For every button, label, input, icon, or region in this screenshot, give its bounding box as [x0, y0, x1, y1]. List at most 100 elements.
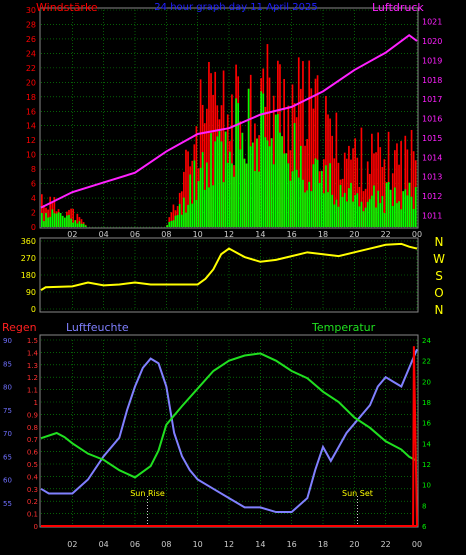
temperature-y-tick-label: 16 — [422, 420, 431, 428]
direction-y-tick-label: 270 — [21, 254, 36, 263]
wind-bar — [49, 196, 52, 227]
gust-bar — [404, 189, 407, 227]
wind-bar — [379, 147, 382, 227]
gust-bar — [76, 223, 79, 227]
wind-y-tick-label: 12 — [26, 136, 36, 145]
gust-bar — [320, 170, 323, 227]
weather-x-tick-label: 12 — [224, 540, 234, 549]
gust-bar — [318, 182, 321, 227]
wind-bar — [412, 151, 415, 227]
gust-bar — [350, 182, 352, 227]
gust-bar — [191, 203, 194, 227]
wind-bar — [323, 159, 325, 227]
compass-label: N — [435, 303, 444, 317]
wind-bar — [406, 149, 409, 227]
gust-bar — [59, 213, 62, 227]
pressure-y-tick-label: 1018 — [422, 76, 442, 85]
pressure-y-tick-label: 1015 — [422, 134, 442, 143]
gust-bar — [241, 132, 244, 227]
gust-bar — [345, 201, 348, 227]
gust-bar — [268, 146, 271, 227]
wind-x-tick-label: 00 — [412, 230, 422, 239]
wind-bar — [348, 145, 350, 227]
wind-bar — [308, 60, 311, 227]
pressure-y-tick-label: 1020 — [422, 37, 442, 46]
gust-bar — [210, 133, 212, 227]
gust-bar — [172, 220, 175, 227]
wind-bar — [387, 131, 390, 227]
direction-y-tick-label: 360 — [21, 237, 36, 246]
gust-bar — [310, 191, 313, 227]
gust-bar — [281, 136, 283, 227]
gust-bar — [316, 159, 319, 227]
gust-bar — [80, 223, 83, 227]
gust-bar — [375, 207, 377, 227]
temperature-y-tick-labels: 6 8 10 12 14 16 18 20 22 24 — [422, 337, 431, 531]
gust-bar — [291, 171, 294, 227]
gust-bar — [249, 146, 252, 227]
gust-bar — [61, 215, 64, 227]
wind-y-tick-label: 28 — [26, 20, 36, 29]
pressure-y-tick-label: 1014 — [422, 153, 442, 162]
wind-bar — [283, 78, 285, 228]
wind-x-tick-label: 14 — [255, 230, 265, 239]
gust-bar — [206, 162, 208, 227]
wind-y-tick-label: 30 — [26, 6, 36, 15]
pressure-axis-label: Luftdruck — [372, 1, 424, 14]
wind-bar — [377, 132, 379, 227]
gust-bar — [383, 212, 386, 227]
gust-bar — [352, 201, 354, 227]
gust-bar — [251, 142, 254, 227]
wind-y-tick-label: 22 — [26, 64, 36, 73]
gust-bar — [406, 195, 409, 227]
gust-bar — [41, 213, 43, 227]
weather-x-tick-label: 18 — [318, 540, 328, 549]
gust-bar — [402, 191, 405, 227]
gust-bar — [193, 160, 196, 227]
gust-bar — [258, 171, 260, 227]
weather-x-tick-labels: 02 04 06 08 10 12 14 16 18 20 22 00 — [67, 540, 422, 549]
gust-bar — [247, 88, 250, 227]
gust-bar — [279, 132, 281, 227]
gust-bar — [354, 195, 357, 227]
wind-bar — [391, 173, 394, 227]
wind-y-tick-label: 20 — [26, 78, 36, 87]
weather-panel: Sun Rise Sun Set 55 60 65 70 75 80 85 90 0 0.1 0.2… — [2, 321, 431, 549]
wind-x-tick-label: 22 — [381, 230, 391, 239]
gust-bar — [287, 163, 290, 227]
gust-bar — [377, 190, 379, 227]
gust-bar — [327, 192, 329, 227]
gust-bar — [226, 162, 229, 227]
wind-bar — [371, 133, 373, 227]
wind-bar — [383, 159, 386, 227]
wind-y-tick-label: 8 — [31, 165, 36, 174]
wind-bar — [356, 157, 359, 227]
gust-bar — [283, 153, 285, 227]
wind-bar — [343, 152, 346, 227]
gust-bar — [166, 225, 169, 227]
direction-y-tick-label: 0 — [31, 305, 36, 314]
weather-x-tick-label: 10 — [193, 540, 203, 549]
wind-bar — [335, 112, 338, 227]
wind-x-tick-label: 12 — [224, 230, 234, 239]
gust-bar — [229, 151, 231, 227]
gust-bar — [381, 196, 384, 227]
compass-label: W — [433, 252, 445, 266]
wind-bar — [41, 194, 43, 227]
gust-bar — [373, 185, 375, 227]
wind-bar — [362, 191, 365, 227]
temperature-legend: Temperatur — [311, 321, 376, 334]
sun-annotations: Sun Rise Sun Set — [130, 489, 373, 526]
gust-bar — [398, 201, 400, 227]
wind-y-tick-label: 2 — [31, 209, 36, 218]
wind-bar — [53, 197, 56, 227]
gust-bar — [306, 190, 308, 227]
humidity-y-tick-label: 70 — [3, 430, 12, 438]
wind-bar — [172, 204, 175, 227]
rain-y-tick-label: 0.6 — [27, 449, 39, 457]
rain-y-tick-label: 1.3 — [27, 362, 38, 370]
gust-bar — [214, 141, 217, 227]
